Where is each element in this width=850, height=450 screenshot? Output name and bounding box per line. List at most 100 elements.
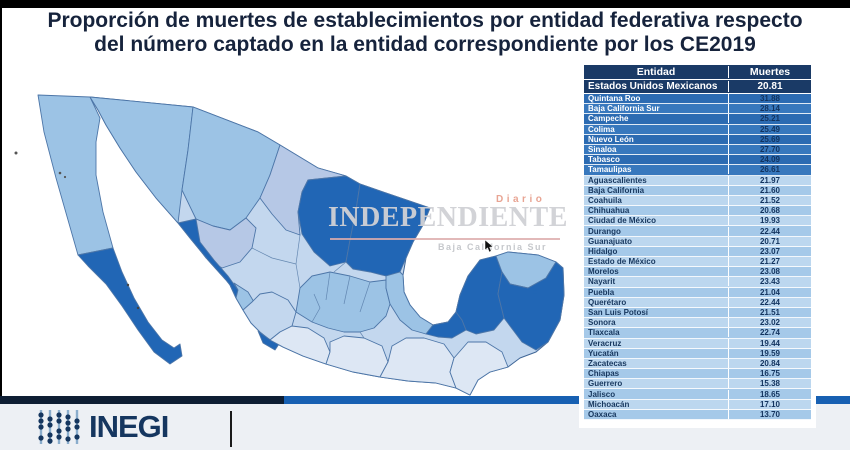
table-row: Nayarit 23.43 — [584, 277, 811, 288]
map-state-colima — [257, 330, 280, 351]
table-header-row: Entidad Muertes — [584, 65, 811, 80]
entity-value: 15.38 — [759, 379, 781, 389]
entity-value: 21.51 — [759, 308, 781, 318]
table-row: Aguascalientes 21.97 — [584, 175, 811, 186]
page-title: Proporción de muertes de establecimiento… — [0, 9, 850, 57]
table-row: Querétaro 22.44 — [584, 297, 811, 308]
entity-name: Ciudad de México — [584, 216, 729, 226]
entity-value: 23.02 — [759, 318, 781, 328]
entity-value: 19.44 — [759, 338, 781, 348]
map-state-guerrero — [325, 335, 389, 378]
table-row: Sinaloa 27.70 — [584, 144, 811, 156]
table-row: Yucatán 19.59 — [584, 348, 811, 359]
left-black-edge — [0, 0, 2, 450]
map-island-cozumel — [533, 290, 537, 294]
entity-name: Tlaxcala — [584, 328, 729, 338]
entity-value: 24.09 — [759, 155, 781, 165]
inegi-logo-text: INEGI — [89, 409, 169, 444]
entity-name: Chiapas — [584, 369, 729, 379]
entity-name: Chihuahua — [584, 206, 729, 216]
table-row: Sonora 23.02 — [584, 318, 811, 329]
entity-name: Veracruz — [584, 338, 729, 348]
table-row: Estado de México 21.27 — [584, 257, 811, 268]
entity-name: Aguascalientes — [584, 175, 729, 185]
table-row: Hidalgo 23.07 — [584, 246, 811, 257]
table-row: Tabasco 24.09 — [584, 155, 811, 166]
title-line-2: del número captado en la entidad corresp… — [94, 33, 756, 56]
table-row: Michoacán 17.10 — [584, 399, 811, 410]
entity-value: 18.65 — [759, 389, 781, 399]
map-state-baja-california-sur — [77, 247, 183, 365]
entity-value: 22.44 — [759, 226, 781, 236]
entity-value: 20.71 — [759, 236, 781, 246]
footer-divider-line — [230, 411, 232, 447]
entity-value: 21.97 — [759, 175, 781, 185]
map-state-michoacan — [269, 325, 331, 365]
entity-name: Yucatán — [584, 348, 729, 358]
map-state-jalisco — [242, 291, 297, 341]
entity-name: Campeche — [584, 114, 729, 124]
table-row: Baja California 21.60 — [584, 185, 811, 196]
map-state-quintana-roo — [497, 261, 565, 351]
entity-value: 23.08 — [759, 267, 781, 277]
entity-name: Nuevo León — [584, 134, 729, 144]
entity-value: 21.27 — [759, 257, 781, 267]
entity-value: 25.21 — [759, 114, 781, 124]
column-header-deaths: Muertes — [749, 66, 791, 78]
table-row: Guerrero 15.38 — [584, 379, 811, 390]
entity-name: Baja California — [584, 185, 729, 195]
entity-value: 17.10 — [759, 399, 781, 409]
table-row: Quintana Roo 31.88 — [584, 94, 811, 105]
table-row: Baja California Sur 28.14 — [584, 104, 811, 115]
map-state-sonora — [89, 96, 194, 224]
title-line-1: Proporción de muertes de establecimiento… — [47, 9, 803, 32]
entity-value: 26.61 — [759, 165, 781, 175]
table-row: San Luis Potosí 21.51 — [584, 307, 811, 319]
entity-name: Tamaulipas — [584, 165, 729, 175]
entity-value: 22.44 — [759, 297, 781, 307]
entity-name: Estado de México — [584, 257, 729, 267]
map-state-campeche — [455, 255, 505, 335]
entity-value: 25.49 — [759, 124, 781, 134]
table-row: Zacatecas 20.84 — [584, 358, 811, 370]
entity-value: 21.60 — [759, 185, 781, 195]
table-row: Guanajuato 20.71 — [584, 236, 811, 247]
deaths-table: Entidad Muertes Estados Unidos Mexicanos… — [584, 65, 811, 420]
map-inner-borders — [251, 234, 371, 339]
national-value: 20.81 — [757, 81, 783, 92]
entity-name: Guanajuato — [584, 236, 729, 246]
table-row: Puebla 21.04 — [584, 287, 811, 298]
entity-value: 25.69 — [759, 134, 781, 144]
table-row: Coahuila 21.52 — [584, 195, 811, 207]
top-black-bar — [0, 0, 850, 8]
mouse-cursor-icon — [484, 240, 494, 253]
entity-value: 23.43 — [759, 277, 781, 287]
entity-name: Jalisco — [584, 389, 729, 399]
map-state-nuevo-leon — [297, 175, 361, 267]
entity-name: Nayarit — [584, 277, 729, 287]
entity-name: Puebla — [584, 287, 729, 297]
entity-name: San Luis Potosí — [584, 308, 729, 318]
table-row: Chihuahua 20.68 — [584, 206, 811, 217]
table-body: Quintana Roo 31.88 Baja California Sur 2… — [584, 94, 811, 420]
entity-value: 21.04 — [759, 287, 781, 297]
map-island-marias-2 — [63, 175, 67, 179]
table-row: Tlaxcala 22.74 — [584, 328, 811, 339]
table-panel: Entidad Muertes Estados Unidos Mexicanos… — [579, 60, 816, 428]
column-header-entity: Entidad — [584, 66, 729, 78]
national-total-row: Estados Unidos Mexicanos 20.81 — [584, 80, 811, 94]
entity-value: 28.14 — [759, 104, 781, 114]
table-row: Tamaulipas 26.61 — [584, 165, 811, 176]
entity-name: Michoacán — [584, 399, 729, 409]
map-island-guadalupe — [14, 151, 18, 155]
table-row: Morelos 23.08 — [584, 267, 811, 278]
bottom-stripe-dark-segment — [0, 396, 284, 404]
map-state-chiapas — [449, 341, 509, 396]
entity-value: 22.74 — [759, 328, 781, 338]
map-island-marias-1 — [58, 171, 62, 175]
entity-name: Oaxaca — [584, 409, 729, 419]
entity-name: Hidalgo — [584, 246, 729, 256]
table-row: Veracruz 19.44 — [584, 338, 811, 349]
entity-value: 20.68 — [759, 206, 781, 216]
